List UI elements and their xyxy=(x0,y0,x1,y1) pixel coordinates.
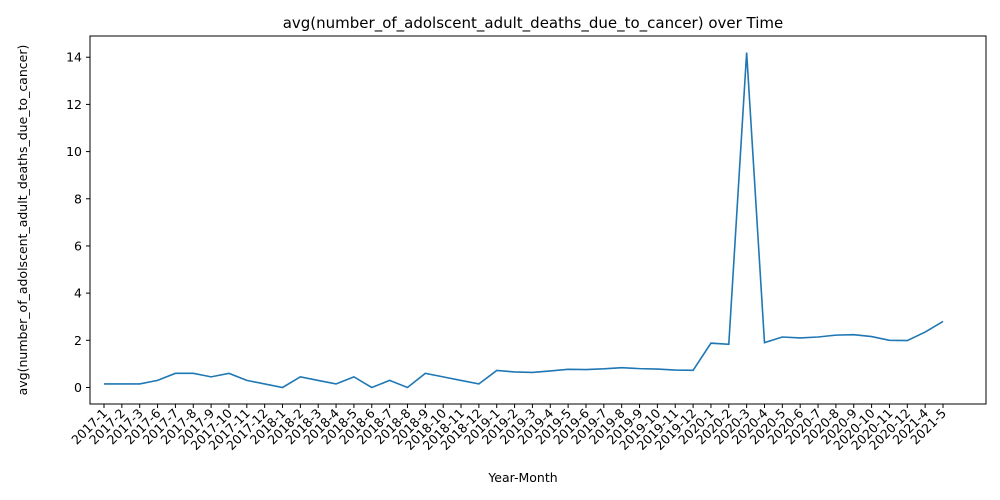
y-tick-label: 2 xyxy=(74,333,82,348)
x-axis-label: Year-Month xyxy=(487,470,557,485)
y-tick-label: 10 xyxy=(66,144,82,159)
chart-title: avg(number_of_adolscent_adult_deaths_due… xyxy=(283,14,784,33)
y-tick-label: 4 xyxy=(74,286,82,301)
series-line xyxy=(104,52,944,389)
x-axis: 2017-12017-22017-32017-62017-72017-82017… xyxy=(68,404,949,453)
y-tick-label: 0 xyxy=(74,380,82,395)
y-tick-label: 8 xyxy=(74,191,82,206)
y-axis: 0 2 4 6 8 10 12 14 xyxy=(66,50,90,395)
y-axis-label: avg(number_of_adolscent_adult_deaths_due… xyxy=(15,45,30,396)
plot-area-frame xyxy=(89,35,987,405)
y-tick-label: 12 xyxy=(66,97,82,112)
y-tick-label: 14 xyxy=(66,50,82,65)
y-tick-label: 6 xyxy=(74,238,82,253)
